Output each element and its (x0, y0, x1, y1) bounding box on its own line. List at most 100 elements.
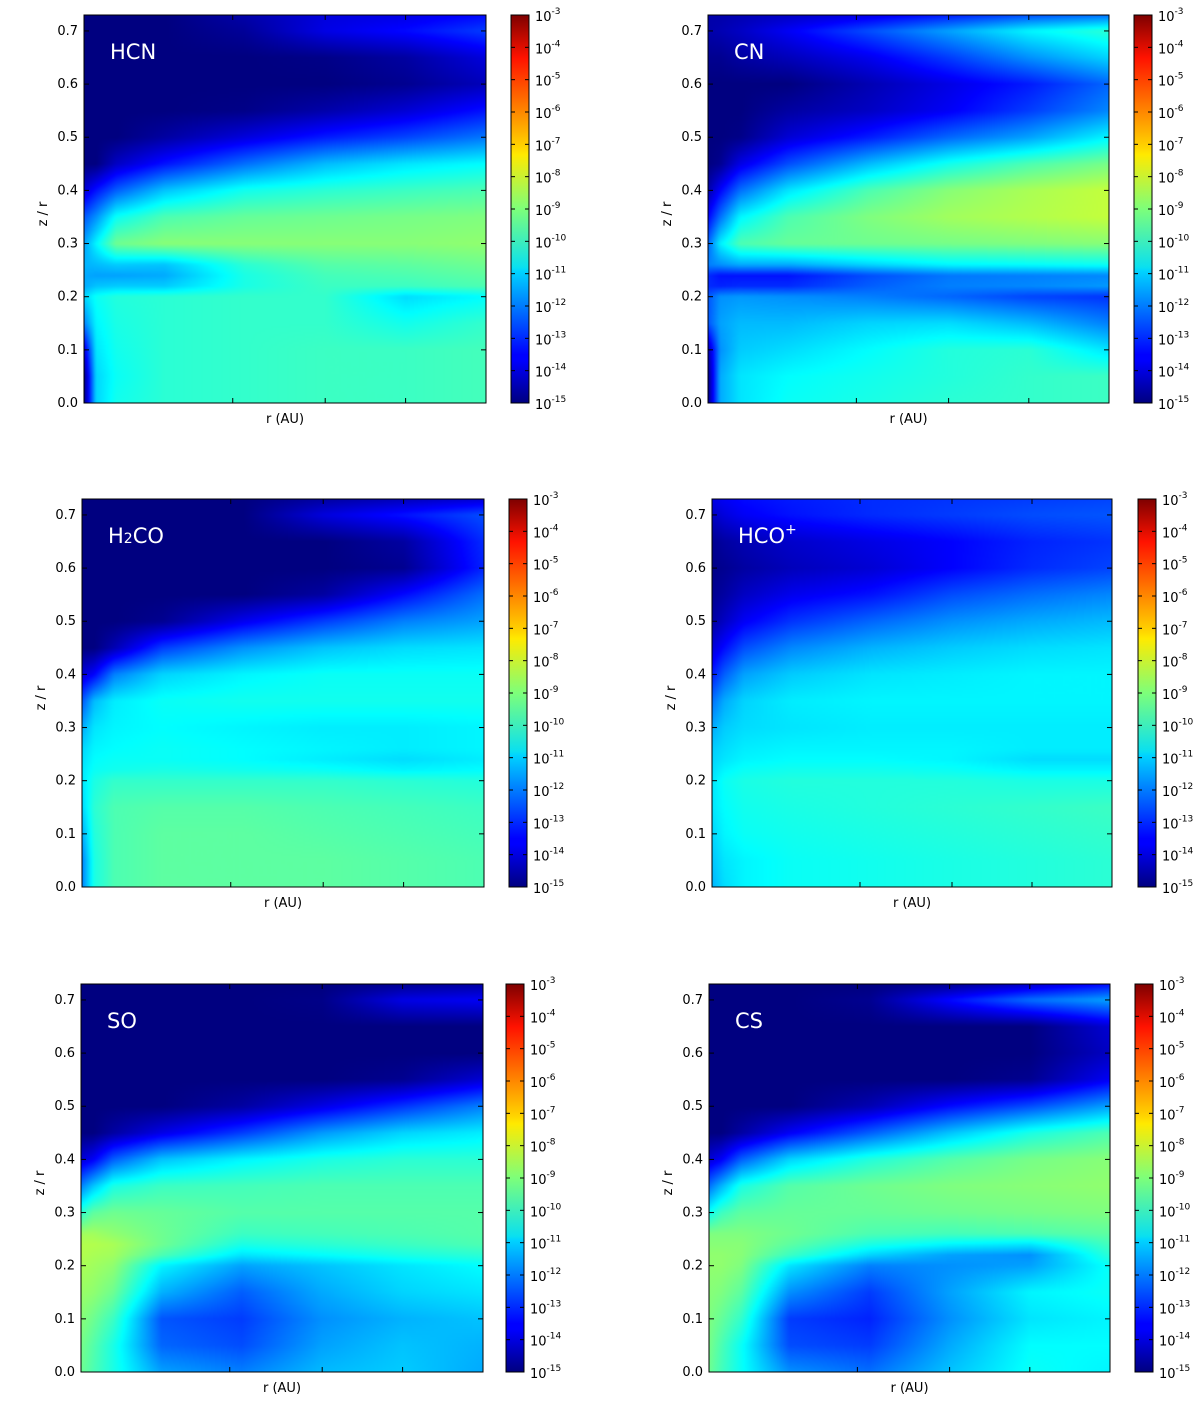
colorbar-tick-label: 10-4 (535, 39, 561, 57)
colorbar-tick-label: 10-13 (535, 330, 566, 348)
y-tick-label: 0.7 (54, 993, 75, 1008)
y-axis-label: z / r (664, 685, 679, 710)
y-tick-label: 0.0 (685, 880, 706, 895)
y-tick-label: 0.3 (682, 1206, 703, 1221)
y-tick-label: 0.6 (681, 77, 702, 92)
y-tick-label: 0.6 (57, 77, 78, 92)
y-tick-label: 0.7 (685, 508, 706, 523)
colorbar-tick-label: 10-7 (533, 620, 559, 638)
colorbar-tick-label: 10-3 (1159, 976, 1185, 994)
colorbar-tick-label: 10-8 (535, 169, 561, 187)
y-tick-label: 0.4 (685, 667, 706, 682)
colorbar-tick-label: 10-15 (1159, 1364, 1190, 1382)
y-tick-label: 0.2 (55, 774, 76, 789)
x-axis-label: r (AU) (890, 1381, 928, 1396)
plot-frame (708, 983, 1111, 1373)
colorbar-tick-label: 10-14 (1158, 363, 1190, 381)
colorbar-tick-label: 10-6 (533, 588, 559, 606)
colorbar-tick-label: 10-10 (1158, 233, 1190, 251)
y-axis-label: z / r (34, 685, 49, 710)
colorbar-tick-label: 10-11 (530, 1235, 561, 1253)
colorbar-tick-label: 10-15 (530, 1364, 561, 1382)
plot-frame (83, 14, 487, 404)
y-axis-label: z / r (33, 1170, 48, 1195)
heatmap-image (84, 15, 486, 403)
heatmap-image (712, 499, 1112, 887)
y-tick-label: 0.5 (682, 1099, 703, 1114)
colorbar-tick-label: 10-5 (1158, 72, 1184, 90)
colorbar-tick-label: 10-4 (1159, 1008, 1185, 1026)
y-tick-label: 0.6 (55, 561, 76, 576)
colorbar-tick-label: 10-8 (533, 653, 559, 671)
y-tick-label: 0.5 (57, 130, 78, 145)
colorbar-tick-label: 10-9 (1162, 685, 1188, 703)
colorbar-tick-label: 10-6 (1159, 1073, 1185, 1091)
colorbar-tick-label: 10-9 (530, 1170, 556, 1188)
colorbar-tick-label: 10-12 (533, 782, 564, 800)
y-tick-label: 0.2 (682, 1259, 703, 1274)
y-tick-label: 0.0 (55, 880, 76, 895)
y-tick-label: 0.2 (685, 774, 706, 789)
heatmap-image (82, 499, 484, 887)
colorbar-tick-label: 10-5 (535, 72, 561, 90)
colorbar-tick-label: 10-3 (530, 976, 556, 994)
colorbar-tick-label: 10-4 (1162, 523, 1188, 541)
y-axis-label: z / r (660, 201, 675, 226)
colorbar-tick-label: 10-9 (1159, 1170, 1185, 1188)
panel-title: CS (735, 1009, 763, 1033)
y-tick-label: 0.7 (681, 24, 702, 39)
y-tick-label: 0.3 (57, 237, 78, 252)
colorbar-tick-label: 10-10 (533, 717, 565, 735)
colorbar-tick-label: 10-4 (530, 1008, 556, 1026)
colorbar-tick-label: 10-14 (535, 363, 567, 381)
y-tick-label: 0.1 (685, 827, 706, 842)
y-tick-label: 0.6 (682, 1046, 703, 1061)
colorbar-tick-label: 10-5 (533, 556, 559, 574)
y-tick-label: 0.2 (54, 1259, 75, 1274)
colorbar-tick-label: 10-12 (1162, 782, 1193, 800)
colorbar-tick-label: 10-11 (1158, 266, 1189, 284)
y-tick-label: 0.4 (54, 1152, 75, 1167)
colorbar-tick-label: 10-11 (533, 750, 564, 768)
panel-title: SO (107, 1009, 137, 1033)
colorbar-tick-label: 10-9 (1158, 201, 1184, 219)
colorbar-tick-label: 10-3 (535, 7, 561, 25)
y-tick-label: 0.0 (57, 396, 78, 411)
panel-title: CN (734, 40, 764, 64)
colorbar-tick-label: 10-10 (1162, 717, 1194, 735)
y-tick-label: 0.3 (55, 721, 76, 736)
colorbar-tick-label: 10-15 (535, 395, 566, 413)
y-tick-label: 0.0 (681, 396, 702, 411)
colorbar-tick-label: 10-14 (1159, 1332, 1191, 1350)
colorbar-tick-label: 10-7 (535, 136, 561, 154)
colorbar-tick-label: 10-7 (1159, 1105, 1185, 1123)
colorbar-tick-label: 10-3 (1162, 491, 1188, 509)
x-axis-label: r (AU) (893, 896, 931, 911)
y-tick-label: 0.1 (57, 343, 78, 358)
colorbar-tick-label: 10-11 (1162, 750, 1193, 768)
colorbar-tick-label: 10-10 (1159, 1202, 1191, 1220)
y-tick-label: 0.5 (55, 614, 76, 629)
y-tick-label: 0.6 (685, 561, 706, 576)
colorbar-tick-label: 10-6 (535, 104, 561, 122)
colorbar-tick-label: 10-4 (1158, 39, 1184, 57)
y-tick-label: 0.1 (682, 1312, 703, 1327)
y-tick-label: 0.7 (57, 24, 78, 39)
colorbar-tick-label: 10-15 (1162, 879, 1193, 897)
colorbar-tick-label: 10-14 (530, 1332, 562, 1350)
y-tick-label: 0.7 (682, 993, 703, 1008)
plot-frame (707, 14, 1110, 404)
y-tick-label: 0.3 (681, 237, 702, 252)
y-tick-label: 0.5 (54, 1099, 75, 1114)
heatmap-image (709, 984, 1110, 1372)
chart-panel-bottom-left: 0.0 0.1 0.2 0.3 0.4 0.5 0.6 0.7 r (AU) z / r SO 10-… (33, 976, 562, 1396)
x-axis-label: r (AU) (889, 412, 927, 427)
y-tick-label: 0.4 (682, 1152, 703, 1167)
colorbar-tick-label: 10-12 (535, 298, 566, 316)
panel-title: HCN (110, 40, 156, 64)
colorbar-tick-label: 10-8 (1162, 653, 1188, 671)
colorbar-tick-label: 10-12 (1158, 298, 1189, 316)
y-axis-label: z / r (36, 201, 51, 226)
chart-panel-top-left: 0.0 0.1 0.2 0.3 0.4 0.5 0.6 0.7 r (AU) z / r HCN 10… (36, 7, 567, 427)
y-tick-label: 0.1 (681, 343, 702, 358)
